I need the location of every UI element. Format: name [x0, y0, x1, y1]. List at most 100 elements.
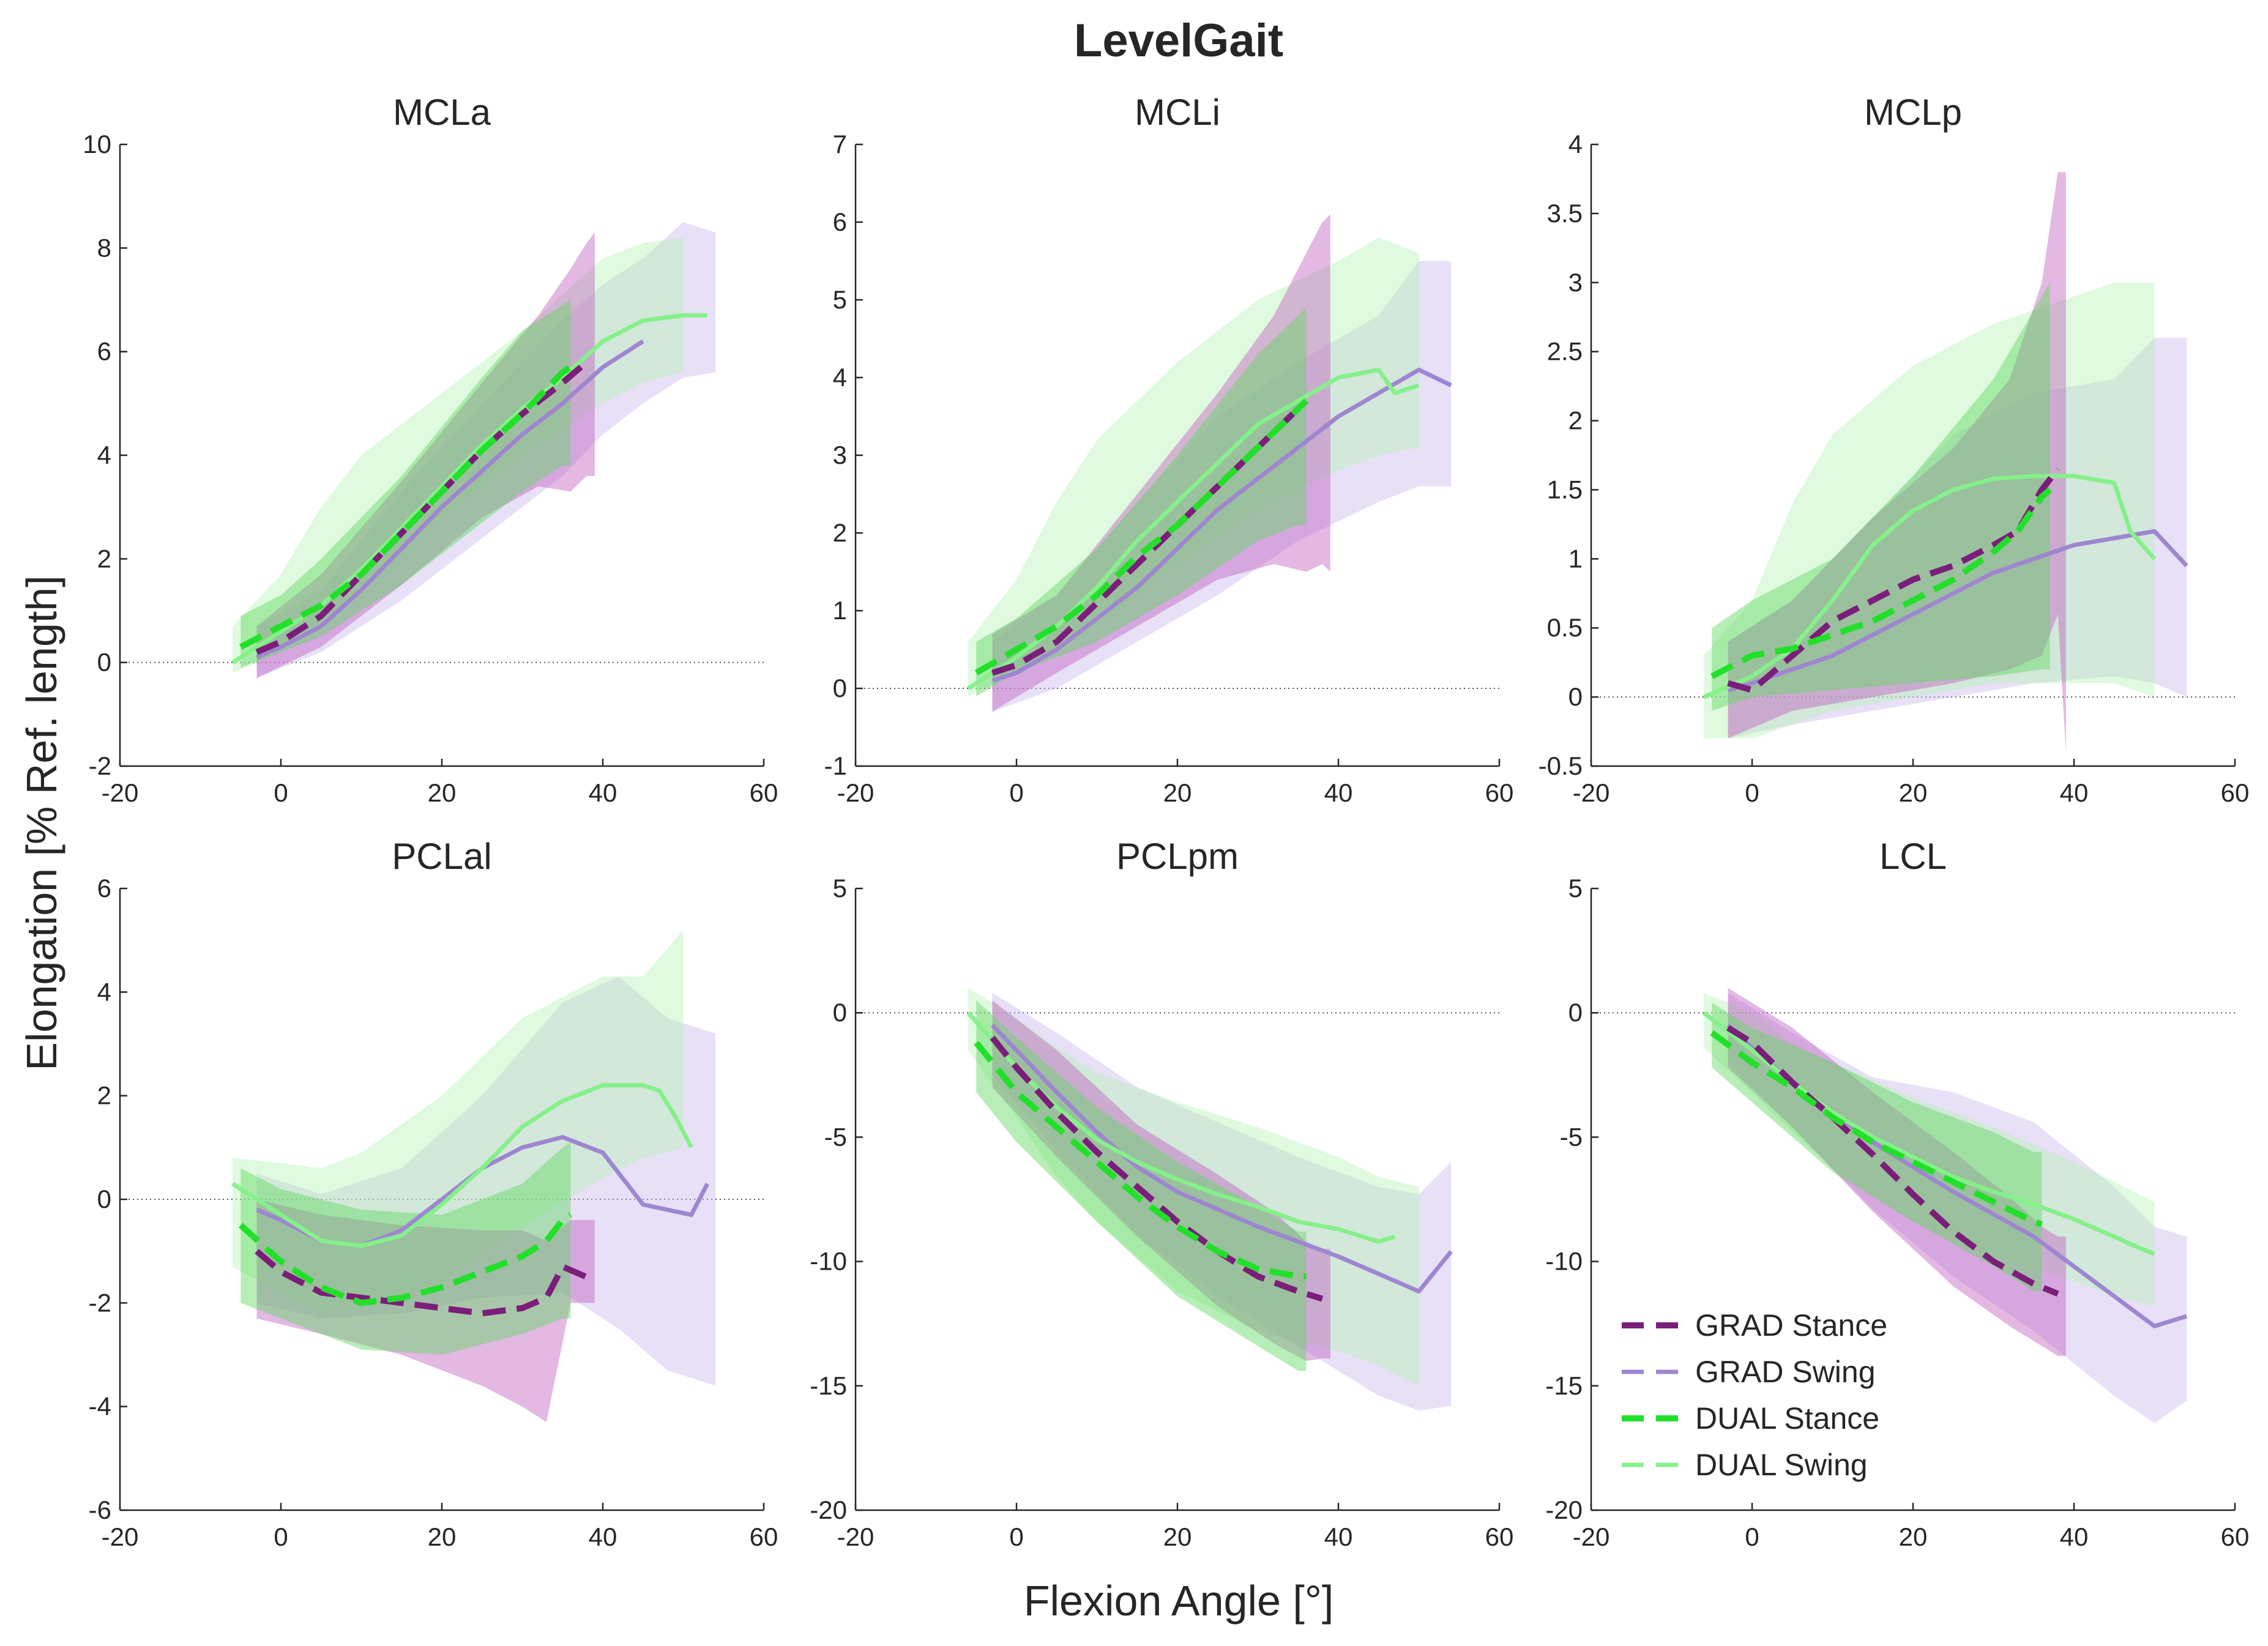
y-tick-label: 0: [833, 998, 847, 1027]
series-line-grad-stance: [255, 1248, 588, 1317]
x-tick-label: -20: [102, 1522, 139, 1551]
y-tick-label: 0.5: [1547, 613, 1583, 642]
x-axis-label: Flexion Angle [°]: [1024, 1577, 1334, 1625]
panel-title-mcli: MCLi: [1135, 92, 1220, 133]
band-grad-swing: [992, 992, 1452, 1411]
x-tick-label: 0: [1745, 778, 1759, 807]
x-tick-label: 40: [1324, 1522, 1353, 1551]
y-tick-label: 0: [833, 674, 847, 702]
band-grad-stance: [1728, 988, 2066, 1356]
y-tick-label: -20: [810, 1495, 847, 1524]
plot-area: [120, 929, 764, 1423]
y-tick-label: 1.5: [1547, 475, 1583, 504]
band-dual-swing: [968, 237, 1419, 696]
y-tick-label: -2: [89, 751, 111, 780]
band-grad-swing: [1728, 338, 2187, 739]
legend-label: GRAD Swing: [1695, 1355, 1876, 1389]
plot-area: [1591, 988, 2235, 1423]
y-tick-label: 0: [1569, 998, 1583, 1027]
x-tick-label: -20: [1573, 1522, 1610, 1551]
y-tick-label: 5: [833, 285, 847, 314]
x-tick-label: 20: [428, 778, 457, 807]
x-tick-label: -20: [837, 1522, 875, 1551]
x-tick-label: 60: [1485, 778, 1514, 807]
x-tick-label: 20: [1899, 778, 1928, 807]
panel-mcli: MCLi -1 0 1 2 3 4 5 6 7 -20 0 20 40 60: [824, 92, 1514, 807]
legend-label: GRAD Stance: [1695, 1308, 1887, 1342]
series-line-dual-stance: [1710, 487, 2052, 679]
x-tick-label: 40: [589, 1522, 617, 1551]
y-tick-label: 2: [1569, 406, 1583, 435]
band-dual-swing: [233, 929, 684, 1314]
series-line-grad-stance: [990, 1035, 1324, 1302]
x-tick-label: 40: [2060, 1522, 2089, 1551]
y-tick-label: 2.5: [1547, 337, 1583, 366]
x-tick-label: 40: [2060, 778, 2089, 807]
panel-lcl: LCL -20 -15 -10 -5 0 5 -20 0 20 40 60: [1545, 836, 2249, 1551]
band-dual-swing: [233, 237, 684, 673]
band-grad-swing: [256, 976, 716, 1386]
y-tick-label: -15: [810, 1371, 847, 1400]
y-tick-label: -5: [1560, 1122, 1583, 1151]
y-tick-label: -6: [89, 1495, 111, 1524]
x-tick-label: 60: [1485, 1522, 1514, 1551]
y-tick-label: -2: [89, 1288, 111, 1317]
legend-entry-dual-stance: DUAL Stance: [1622, 1401, 1879, 1436]
band-dual-stance: [976, 307, 1307, 696]
y-tick-label: 6: [833, 207, 847, 236]
x-tick-label: 20: [1163, 1522, 1192, 1551]
y-tick-label: 1: [1569, 544, 1583, 573]
y-tick-label: 2: [833, 518, 847, 547]
series-line-grad-swing: [256, 339, 644, 660]
y-tick-label: 2: [97, 1081, 111, 1110]
x-tick-label: 40: [1324, 778, 1353, 807]
y-tick-label: 7: [833, 130, 847, 158]
series-line-dual-stance: [239, 364, 573, 650]
legend-entry-grad-swing: GRAD Swing: [1622, 1355, 1876, 1389]
y-tick-label: 4: [1569, 130, 1583, 158]
panel-title-mclp: MCLp: [1864, 92, 1962, 133]
y-tick-label: -10: [810, 1247, 847, 1276]
x-tick-label: 0: [1009, 778, 1023, 807]
x-tick-label: 60: [2221, 1522, 2250, 1551]
legend-label: DUAL Stance: [1695, 1401, 1879, 1436]
y-tick-label: 10: [83, 130, 111, 158]
x-tick-label: 20: [1163, 778, 1192, 807]
y-tick-label: -15: [1545, 1371, 1583, 1400]
y-tick-label: 2: [97, 544, 111, 573]
y-tick-label: 4: [833, 363, 847, 392]
y-tick-label: 6: [97, 874, 111, 903]
band-grad-stance: [1728, 172, 2066, 753]
y-axis-label: Elongation [% Ref. length]: [18, 575, 65, 1070]
series-line-dual-swing: [231, 1083, 693, 1248]
band-dual-swing: [1704, 282, 2155, 739]
figure-title: LevelGait: [1074, 15, 1283, 67]
y-tick-label: 3: [1569, 268, 1583, 297]
x-tick-label: 0: [274, 1522, 288, 1551]
band-grad-swing: [1728, 992, 2187, 1423]
plot-area: [856, 214, 1499, 712]
legend-label: DUAL Swing: [1695, 1448, 1868, 1482]
y-tick-label: 0: [97, 1185, 111, 1213]
series-line-dual-stance: [974, 398, 1308, 676]
x-tick-label: -20: [837, 778, 875, 807]
y-tick-label: 4: [97, 441, 111, 469]
x-tick-label: 0: [1745, 1522, 1759, 1551]
y-tick-label: 0: [1569, 682, 1583, 711]
x-tick-label: 60: [2221, 778, 2250, 807]
y-tick-label: 6: [97, 337, 111, 366]
y-tick-label: -4: [89, 1392, 111, 1421]
y-tick-label: -20: [1545, 1495, 1583, 1524]
y-tick-label: 3.5: [1547, 199, 1583, 228]
panel-title-mcla: MCLa: [393, 92, 491, 133]
x-tick-label: 60: [750, 1522, 778, 1551]
x-tick-label: 0: [274, 778, 288, 807]
legend-entry-grad-stance: GRAD Stance: [1622, 1308, 1887, 1342]
series-line-grad-stance: [1726, 1025, 2059, 1297]
x-tick-label: 20: [1899, 1522, 1928, 1551]
band-dual-swing: [1704, 992, 2155, 1306]
band-grad-stance: [992, 214, 1330, 712]
